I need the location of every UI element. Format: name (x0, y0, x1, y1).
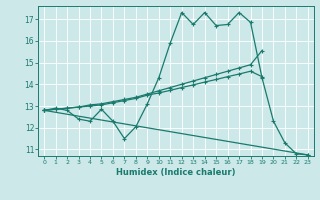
X-axis label: Humidex (Indice chaleur): Humidex (Indice chaleur) (116, 168, 236, 177)
